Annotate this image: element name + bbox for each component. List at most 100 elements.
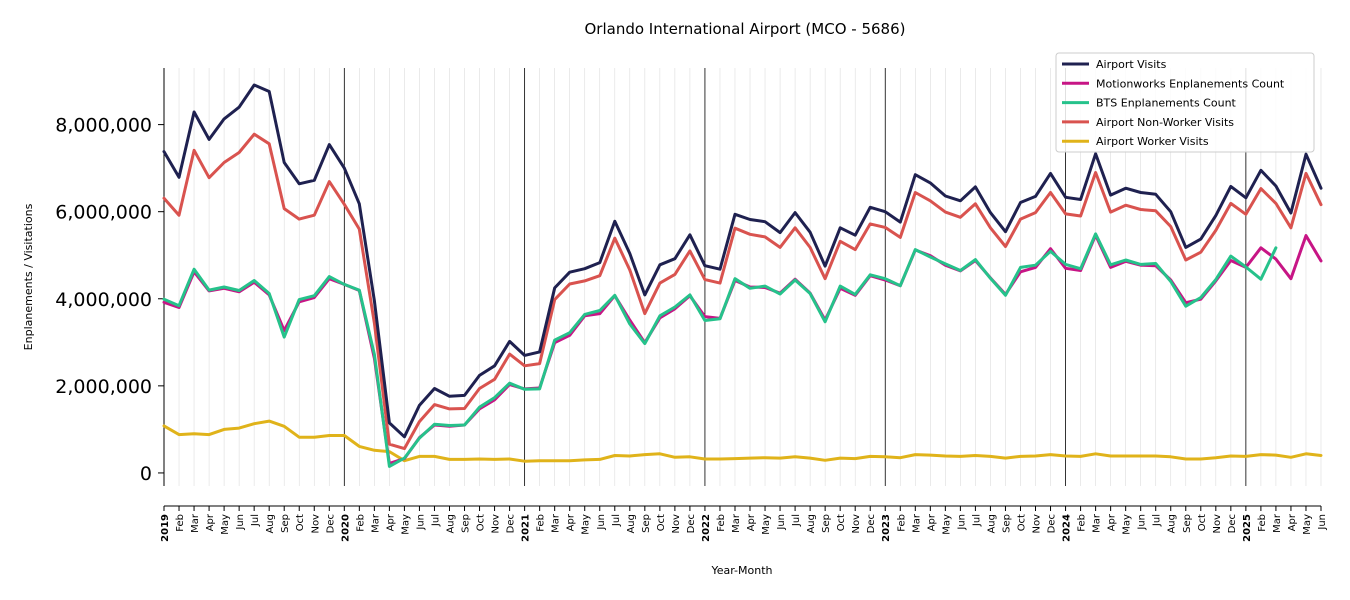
x-tick-label-month: Oct	[1016, 514, 1027, 531]
x-tick-label-month: Mar	[370, 513, 381, 533]
x-tick-label-month: Nov	[1032, 514, 1043, 534]
x-tick-label-month: Apr	[566, 513, 577, 531]
x-tick-label-month: Dec	[506, 514, 517, 533]
x-tick-label-month: Jun	[776, 514, 787, 531]
x-tick-label-month: Jun	[596, 514, 607, 531]
y-axis: 0 2,000,000 4,000,000 6,000,000 8,000,000	[55, 68, 165, 486]
legend-entry: Airport Non-Worker Visits	[1096, 116, 1234, 129]
x-tick-label-month: May	[220, 514, 231, 535]
x-tick-label-month: Aug	[806, 514, 817, 534]
x-tick-label-month: Feb	[175, 514, 186, 532]
x-tick-label-month: Oct	[656, 514, 667, 531]
series-group	[162, 83, 1323, 468]
x-tick-label-month: Dec	[866, 514, 877, 533]
x-tick-label-month: Dec	[325, 514, 336, 533]
y-tick-label: 2,000,000	[55, 376, 152, 398]
x-tick-label-year: 2025	[1242, 514, 1253, 542]
x-tick-label-month: Nov	[671, 514, 682, 534]
x-tick-label-month: Oct	[295, 514, 306, 531]
x-tick-label-month: Aug	[986, 514, 997, 534]
x-tick-label-month: Sep	[641, 514, 652, 533]
legend-entry: Motionworks Enplanements Count	[1096, 77, 1285, 90]
legend-entry: BTS Enplanements Count	[1096, 97, 1237, 110]
x-tick-label-month: Jun	[415, 514, 426, 531]
y-axis-label: Enplanements / Visitations	[22, 203, 35, 350]
series-line-1	[162, 233, 1323, 465]
x-tick-label-year: 2019	[160, 514, 171, 542]
x-tick-label-month: May	[1122, 514, 1133, 535]
x-tick-label-month: Dec	[1047, 514, 1058, 533]
x-tick-label-month: Apr	[205, 513, 216, 531]
x-tick-label-month: Jul	[971, 514, 982, 527]
x-tick-label-month: Nov	[491, 514, 502, 534]
series-line-0	[162, 83, 1323, 439]
x-tick-label-month: Aug	[626, 514, 637, 534]
x-tick-label-year: 2024	[1062, 514, 1073, 542]
x-tick-label-month: Sep	[821, 514, 832, 533]
x-tick-label-month: Nov	[310, 514, 321, 534]
x-tick-label-month: Apr	[1107, 513, 1118, 531]
x-tick-label-month: May	[941, 514, 952, 535]
x-tick-label-month: Aug	[1167, 514, 1178, 534]
x-tick-label-month: Jun	[1317, 514, 1328, 531]
x-tick-label-month: Apr	[385, 513, 396, 531]
x-tick-label-month: May	[761, 514, 772, 535]
x-tick-label-month: Feb	[536, 514, 547, 532]
x-tick-label-month: Mar	[190, 513, 201, 533]
x-tick-label-year: 2021	[521, 514, 532, 542]
x-tick-label-month: Jul	[611, 514, 622, 527]
y-tick-label: 0	[140, 463, 152, 485]
x-tick-label-month: May	[400, 514, 411, 535]
x-tick-label-month: Sep	[1182, 514, 1193, 533]
x-tick-label-month: Feb	[716, 514, 727, 532]
legend-entry: Airport Worker Visits	[1096, 135, 1209, 148]
series-line-3	[162, 132, 1323, 451]
x-tick-label-month: Oct	[836, 514, 847, 531]
x-tick-label-month: Oct	[1197, 514, 1208, 531]
legend-box	[1055, 52, 1315, 153]
y-tick-label: 8,000,000	[55, 115, 152, 137]
x-tick-label-month: Nov	[851, 514, 862, 534]
x-axis-label: Year-Month	[710, 564, 772, 577]
x-tick-label-month: Jul	[430, 514, 441, 527]
x-tick-label-month: Feb	[1257, 514, 1268, 532]
chart-title: Orlando International Airport (MCO - 568…	[585, 20, 906, 38]
x-axis: 2019 Feb Mar Apr May Jun Jul Aug Sep Oct Nov Dec 202…	[160, 505, 1328, 542]
x-tick-label-month: Jul	[250, 514, 261, 527]
x-tick-label-month: Jul	[1152, 514, 1163, 527]
x-tick-label-month: Jun	[1137, 514, 1148, 531]
x-tick-label-month: Mar	[911, 513, 922, 533]
x-tick-label-month: May	[581, 514, 592, 535]
y-tick-label: 6,000,000	[55, 202, 152, 224]
x-tick-label-year: 2020	[340, 514, 351, 542]
x-tick-label-month: Oct	[476, 514, 487, 531]
x-tick-label-month: Sep	[1001, 514, 1012, 533]
x-tick-label-month: Dec	[1227, 514, 1238, 533]
series-line-4	[162, 419, 1323, 463]
x-tick-label-year: 2022	[701, 514, 712, 542]
y-tick-label: 4,000,000	[55, 289, 152, 311]
x-tick-label-month: Feb	[1077, 514, 1088, 532]
x-tick-label-month: Aug	[265, 514, 276, 534]
x-tick-label-month: Aug	[445, 514, 456, 534]
x-tick-label-month: Sep	[461, 514, 472, 533]
x-tick-label-month: May	[1302, 514, 1313, 535]
x-tick-label-month: Mar	[1272, 513, 1283, 533]
x-tick-label-month: Dec	[686, 514, 697, 533]
series-line-2	[162, 232, 1278, 468]
x-tick-label-month: Nov	[1212, 514, 1223, 534]
x-tick-label-month: Mar	[1092, 513, 1103, 533]
legend-entry: Airport Visits	[1096, 58, 1167, 71]
x-tick-label-month: Apr	[746, 513, 757, 531]
x-tick-label-month: Apr	[1287, 513, 1298, 531]
x-tick-label-month: Jul	[791, 514, 802, 527]
x-tick-label-month: Mar	[551, 513, 562, 533]
x-tick-label-year: 2023	[881, 514, 892, 542]
x-tick-label-month: Sep	[280, 514, 291, 533]
x-tick-label-month: Feb	[896, 514, 907, 532]
x-tick-label-month: Jun	[956, 514, 967, 531]
x-tick-label-month: Mar	[731, 513, 742, 533]
x-tick-label-month: Feb	[355, 514, 366, 532]
legend: Airport Visits Motionworks Enplanements C…	[1055, 52, 1315, 153]
